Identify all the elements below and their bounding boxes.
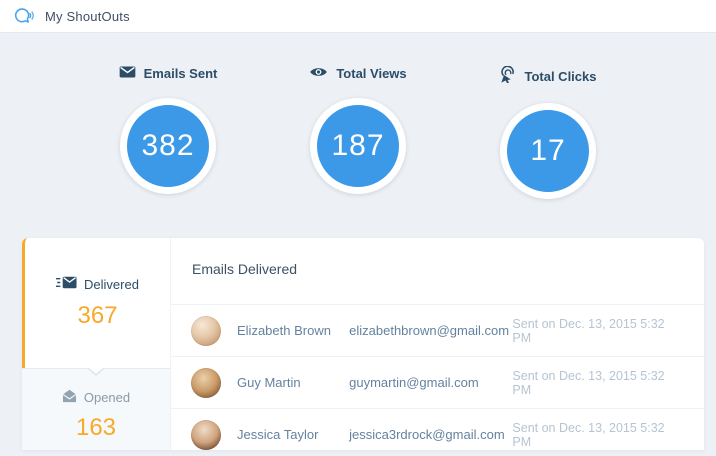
stats-row: Emails Sent 382 Total Views 187	[0, 33, 716, 199]
stat-total-views: Total Views 187	[302, 66, 414, 199]
avatar	[191, 315, 221, 346]
list-title: Emails Delivered	[192, 261, 298, 277]
avatar	[191, 367, 221, 398]
tab-count: 163	[75, 414, 117, 441]
envelope-icon	[119, 66, 136, 81]
sent-timestamp: Sent on Dec. 13, 2015 5:32 PM	[512, 316, 665, 345]
stat-label: Total Clicks	[524, 68, 597, 84]
stat-label: Total Views	[336, 66, 407, 81]
table-row[interactable]: Jessica Taylor jessica3rdrock@gmail.com …	[171, 408, 704, 450]
recipient-name: Jessica Taylor	[237, 427, 319, 442]
stat-circle-emails-sent: 382	[120, 98, 216, 194]
stat-value: 382	[141, 129, 195, 162]
stat-total-clicks: Total Clicks 17	[492, 65, 604, 199]
recipient-name: Elizabeth Brown	[237, 323, 331, 338]
tab-delivered[interactable]: Delivered 367	[22, 238, 171, 368]
click-ripple-icon	[499, 65, 516, 86]
tab-label: Opened	[83, 390, 131, 405]
shoutout-bubble-icon	[14, 7, 34, 25]
tab-count: 367	[77, 302, 118, 329]
shoutout-panel: Delivered 367 Opened 163 Emails Delivere…	[22, 238, 704, 450]
envelope-send-icon	[56, 276, 77, 292]
table-row[interactable]: Guy Martin guymartin@gmail.com Sent on D…	[171, 356, 704, 408]
recipient-email: guymartin@gmail.com	[349, 375, 479, 390]
recipient-email: jessica3rdrock@gmail.com	[349, 427, 505, 442]
page-title: My ShoutOuts	[45, 8, 130, 24]
stat-circle-total-views: 187	[310, 98, 406, 194]
panel-tabs: Delivered 367 Opened 163	[22, 238, 171, 450]
eye-icon	[309, 66, 328, 81]
tab-opened[interactable]: Opened 163	[22, 368, 171, 450]
stat-label: Emails Sent	[143, 66, 218, 81]
stat-circle-total-clicks: 17	[500, 103, 596, 199]
stat-value: 17	[530, 134, 566, 167]
recipient-email: elizabethbrown@gmail.com	[349, 323, 510, 338]
app-header: My ShoutOuts	[0, 0, 716, 33]
avatar	[191, 419, 221, 450]
stat-value: 187	[331, 129, 385, 162]
recipient-name: Guy Martin	[237, 375, 301, 390]
stat-emails-sent: Emails Sent 382	[112, 66, 224, 199]
email-list: Emails Delivered Elizabeth Brown elizabe…	[171, 238, 704, 450]
tab-label: Delivered	[84, 276, 139, 292]
sent-timestamp: Sent on Dec. 13, 2015 5:32 PM	[512, 368, 665, 397]
sent-timestamp: Sent on Dec. 13, 2015 5:32 PM	[512, 420, 665, 449]
envelope-open-icon	[62, 389, 77, 406]
table-row[interactable]: Elizabeth Brown elizabethbrown@gmail.com…	[171, 304, 704, 356]
